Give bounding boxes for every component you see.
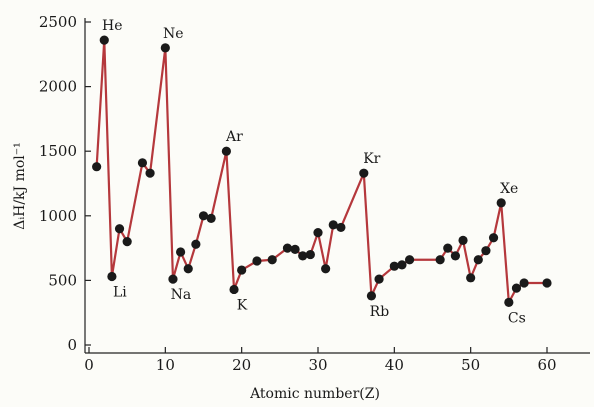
- element-annotations: He Li Ne Na Ar K Kr Rb Xe Cs: [102, 18, 526, 326]
- element-label-ar: Ar: [225, 129, 243, 145]
- element-label-cs: Cs: [508, 310, 526, 326]
- data-point: [450, 251, 460, 261]
- y-tick-label: 1500: [39, 142, 77, 160]
- x-axis-title: Atomic number(Z): [249, 386, 380, 402]
- data-point: [137, 158, 148, 168]
- data-point: [176, 247, 186, 257]
- data-point: [183, 264, 193, 274]
- x-tick-label: 60: [537, 356, 556, 374]
- data-point: [237, 265, 247, 275]
- data-point: [488, 233, 499, 243]
- data-point: [168, 274, 178, 284]
- data-point: [160, 43, 170, 53]
- data-point: [221, 146, 231, 156]
- data-point: [496, 198, 506, 208]
- data-point: [458, 235, 468, 245]
- x-tick-label: 20: [232, 356, 251, 374]
- element-label-k: K: [237, 297, 248, 313]
- x-tick-label: 40: [385, 356, 404, 374]
- data-point: [336, 222, 346, 233]
- y-tick-label: 2000: [39, 78, 77, 96]
- data-point: [267, 255, 277, 265]
- x-ticks: 0 10 20 30 40 50 60: [84, 347, 557, 374]
- element-label-rb: Rb: [370, 304, 390, 320]
- data-point: [519, 278, 529, 288]
- data-point: [229, 284, 239, 295]
- data-point: [504, 297, 514, 307]
- y-axis-title: ΔᵢH/kJ mol⁻¹: [12, 142, 28, 230]
- data-point: [305, 249, 315, 260]
- data-point: [122, 237, 132, 247]
- data-series: [92, 35, 552, 307]
- data-point: [313, 227, 323, 238]
- data-point: [359, 168, 369, 178]
- x-tick-label: 0: [84, 356, 94, 374]
- y-tick-label: 0: [67, 336, 77, 354]
- data-point: [397, 260, 407, 270]
- element-label-li: Li: [113, 285, 127, 301]
- data-point: [473, 255, 483, 265]
- data-point: [405, 255, 415, 265]
- data-point: [92, 162, 102, 172]
- data-point: [389, 261, 399, 271]
- data-point: [466, 273, 476, 283]
- y-tick-label: 500: [48, 271, 77, 289]
- data-point: [198, 211, 209, 221]
- data-point: [114, 224, 125, 234]
- data-point: [206, 213, 216, 223]
- data-point: [282, 243, 293, 253]
- data-point: [481, 246, 491, 256]
- element-label-ne: Ne: [163, 26, 184, 42]
- series-line: [95, 38, 547, 304]
- data-point: [374, 274, 384, 284]
- data-point: [191, 239, 201, 249]
- x-tick-label: 30: [308, 356, 327, 374]
- data-point: [107, 271, 117, 282]
- data-point: [328, 220, 338, 230]
- data-point: [435, 255, 445, 265]
- data-point: [366, 291, 377, 301]
- y-tick-label: 2500: [39, 13, 77, 31]
- data-point: [542, 278, 552, 288]
- x-tick-label: 10: [156, 356, 175, 374]
- axes: [84, 18, 590, 354]
- element-label-kr: Kr: [363, 151, 380, 167]
- element-label-xe: Xe: [500, 181, 518, 197]
- data-point: [99, 35, 109, 45]
- x-tick-label: 50: [461, 356, 480, 374]
- element-label-na: Na: [171, 287, 192, 303]
- data-point: [321, 264, 331, 274]
- data-point: [252, 256, 262, 266]
- y-ticks: 0 500 1000 1500 2000 2500: [39, 13, 91, 354]
- y-tick-label: 1000: [39, 207, 77, 225]
- data-point: [298, 251, 308, 261]
- data-point: [290, 244, 300, 254]
- data-point: [511, 283, 522, 293]
- data-point: [145, 168, 155, 178]
- data-point: [443, 243, 453, 253]
- element-label-he: He: [102, 18, 123, 34]
